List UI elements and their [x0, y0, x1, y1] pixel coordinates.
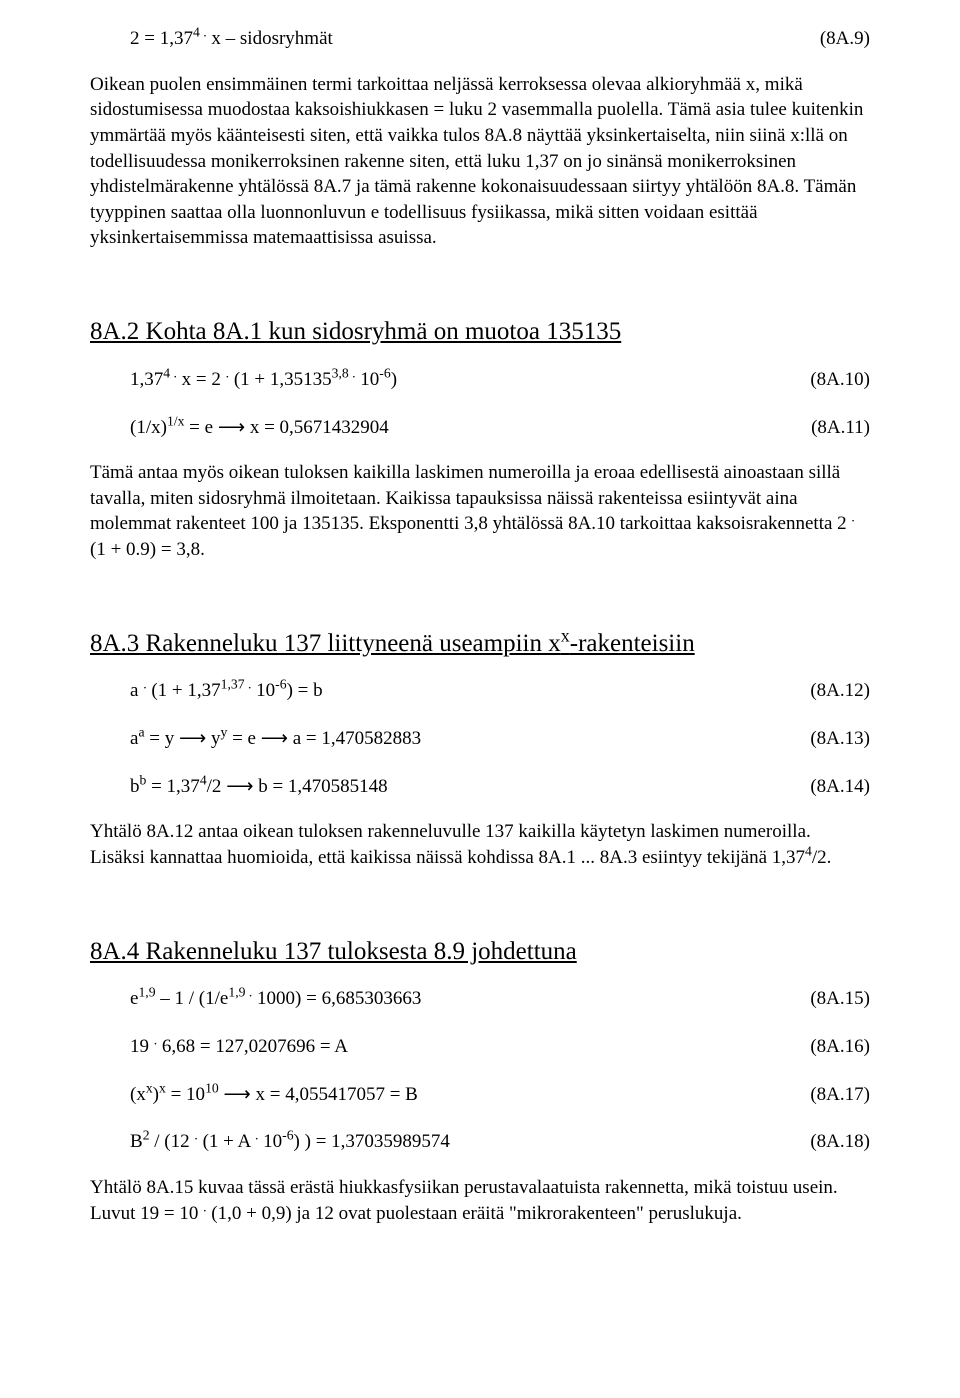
- equation-8a14: bb = 1,374/2 ⟶ b = 1,470585148 (8A.14): [90, 774, 870, 800]
- equation-lhs: aa = y ⟶ yy = e ⟶ a = 1,470582883: [130, 726, 790, 752]
- equation-number: (8A.16): [790, 1034, 870, 1060]
- equation-number: (8A.18): [790, 1129, 870, 1155]
- equation-number: (8A.15): [790, 986, 870, 1012]
- paragraph: Tämä antaa myös oikean tuloksen kaikilla…: [90, 460, 870, 563]
- section-heading-8a4: 8A.4 Rakenneluku 137 tuloksesta 8.9 johd…: [90, 935, 870, 969]
- equation-number: (8A.9): [800, 26, 870, 52]
- equation-lhs: e1,9 – 1 / (1/e1,9 . 1000) = 6,685303663: [130, 986, 790, 1012]
- paragraph: Yhtälö 8A.15 kuvaa tässä erästä hiukkasf…: [90, 1175, 870, 1226]
- equation-8a11: (1/x)1/x = e ⟶ x = 0,5671432904 (8A.11): [90, 415, 870, 441]
- equation-number: (8A.10): [790, 367, 870, 393]
- page-body: 2 = 1,374 . x – sidosryhmät (8A.9) Oikea…: [0, 0, 960, 1274]
- section-heading-8a3: 8A.3 Rakenneluku 137 liittyneenä useampi…: [90, 627, 870, 661]
- equation-8a12: a . (1 + 1,371,37 . 10-6) = b (8A.12): [90, 678, 870, 704]
- equation-lhs: (1/x)1/x = e ⟶ x = 0,5671432904: [130, 415, 791, 441]
- equation-lhs: (xx)x = 1010 ⟶ x = 4,055417057 = B: [130, 1082, 790, 1108]
- equation-lhs: 19 . 6,68 = 127,0207696 = A: [130, 1034, 790, 1060]
- equation-lhs: B2 / (12 . (1 + A . 10-6) ) = 1,37035989…: [130, 1129, 790, 1155]
- equation-number: (8A.12): [790, 678, 870, 704]
- equation-number: (8A.17): [790, 1082, 870, 1108]
- equation-number: (8A.13): [790, 726, 870, 752]
- equation-8a10: 1,374 . x = 2 . (1 + 1,351353,8 . 10-6) …: [90, 367, 870, 393]
- equation-8a15: e1,9 – 1 / (1/e1,9 . 1000) = 6,685303663…: [90, 986, 870, 1012]
- equation-number: (8A.11): [791, 415, 870, 441]
- equation-8a16: 19 . 6,68 = 127,0207696 = A (8A.16): [90, 1034, 870, 1060]
- equation-lhs: a . (1 + 1,371,37 . 10-6) = b: [130, 678, 790, 704]
- equation-8a13: aa = y ⟶ yy = e ⟶ a = 1,470582883 (8A.13…: [90, 726, 870, 752]
- equation-8a17: (xx)x = 1010 ⟶ x = 4,055417057 = B (8A.1…: [90, 1082, 870, 1108]
- equation-number: (8A.14): [790, 774, 870, 800]
- equation-lhs: bb = 1,374/2 ⟶ b = 1,470585148: [130, 774, 790, 800]
- paragraph: Oikean puolen ensimmäinen termi tarkoitt…: [90, 72, 870, 251]
- equation-8a18: B2 / (12 . (1 + A . 10-6) ) = 1,37035989…: [90, 1129, 870, 1155]
- equation-lhs: 1,374 . x = 2 . (1 + 1,351353,8 . 10-6): [130, 367, 790, 393]
- equation-8a9: 2 = 1,374 . x – sidosryhmät (8A.9): [90, 26, 870, 52]
- equation-lhs: 2 = 1,374 . x – sidosryhmät: [130, 26, 800, 52]
- section-heading-8a2: 8A.2 Kohta 8A.1 kun sidosryhmä on muotoa…: [90, 315, 870, 349]
- paragraph: Yhtälö 8A.12 antaa oikean tuloksen raken…: [90, 819, 870, 870]
